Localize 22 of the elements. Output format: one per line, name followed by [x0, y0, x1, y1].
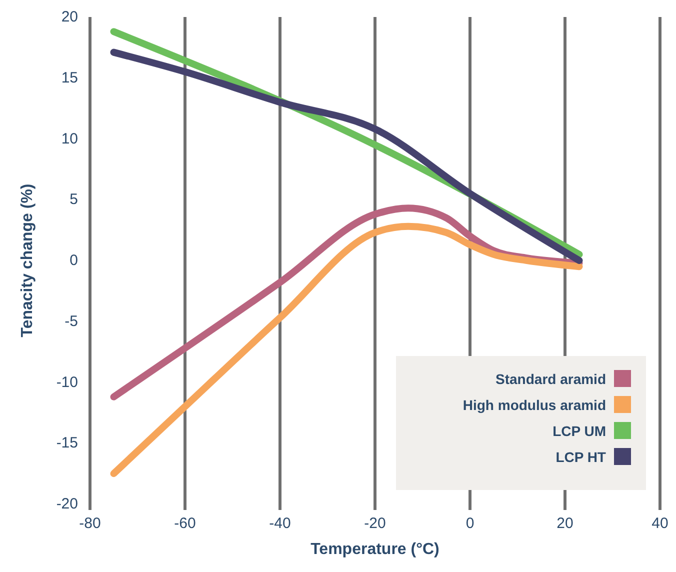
x-tick-label: 40 [652, 515, 668, 532]
legend-label: Standard aramid [496, 371, 606, 387]
y-tick-label: -5 [64, 312, 78, 330]
x-tick-label: 0 [466, 515, 474, 532]
y-tick-label: -15 [56, 434, 78, 452]
x-tick-label: 20 [556, 515, 574, 532]
y-axis-title: Tenacity change (%) [19, 184, 36, 338]
y-tick-label: 10 [61, 130, 78, 148]
y-tick-label: 15 [61, 69, 78, 86]
y-tick-label: 20 [61, 8, 78, 26]
y-tick-label: 0 [70, 252, 78, 269]
y-tick-label: -20 [56, 496, 78, 512]
y-tick-label: 5 [70, 191, 78, 208]
x-tick-label: -80 [79, 515, 101, 532]
x-tick-label: -40 [269, 515, 291, 532]
legend-label: LCP UM [552, 423, 606, 439]
x-tick-label: -20 [364, 515, 386, 532]
legend-label: High modulus aramid [462, 397, 606, 413]
legend-label: LCP HT [556, 449, 606, 465]
x-axis-title: Temperature (°C) [310, 541, 440, 558]
x-tick-label: -60 [174, 515, 196, 532]
y-tick-label: -10 [56, 374, 78, 391]
